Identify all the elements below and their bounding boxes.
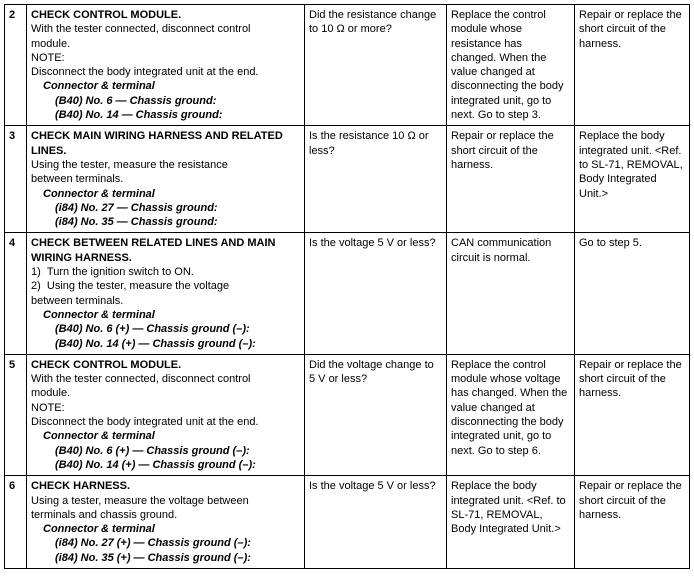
connector-header: Connector & terminal	[31, 522, 300, 536]
step-number: 2	[5, 5, 27, 126]
step-body-line: between terminals.	[31, 172, 300, 186]
connector-line: (B40) No. 6 (+) — Chassis ground (–):	[31, 322, 300, 336]
step-number-text: 4	[9, 237, 15, 249]
step-number: 5	[5, 354, 27, 475]
step-body-line: module.	[31, 386, 300, 400]
check-cell: Did the voltage change to 5 V or less?	[305, 354, 447, 475]
step-number-text: 5	[9, 359, 15, 371]
step-title: CHECK MAIN WIRING HARNESS AND RELATED LI…	[31, 129, 300, 158]
connector-header: Connector & terminal	[31, 308, 300, 322]
step-title: CHECK HARNESS.	[31, 479, 300, 493]
table-row: 6 CHECK HARNESS.Using a tester, measure t…	[5, 476, 690, 569]
step-body-line: module.	[31, 37, 300, 51]
no-cell: Repair or replace the short circuit of t…	[575, 476, 690, 569]
no-cell: Repair or replace the short circuit of t…	[575, 5, 690, 126]
step-body-line: Disconnect the body integrated unit at t…	[31, 415, 300, 429]
step-cell: CHECK MAIN WIRING HARNESS AND RELATED LI…	[27, 126, 305, 233]
step-number: 4	[5, 233, 27, 354]
connector-line: (B40) No. 14 (+) — Chassis ground (–):	[31, 458, 300, 472]
yes-cell: Replace the control module whose voltage…	[447, 354, 575, 475]
step-number: 6	[5, 476, 27, 569]
step-body-line: between terminals.	[31, 294, 300, 308]
step-title: CHECK BETWEEN RELATED LINES AND MAIN WIR…	[31, 236, 300, 265]
step-number-text: 3	[9, 130, 15, 142]
step-number-text: 2	[9, 9, 15, 21]
connector-header: Connector & terminal	[31, 79, 300, 93]
diagnostic-table: 2CHECK CONTROL MODULE.With the tester co…	[4, 4, 690, 569]
step-cell: CHECK CONTROL MODULE.With the tester con…	[27, 354, 305, 475]
step-body-line: Disconnect the body integrated unit at t…	[31, 65, 300, 79]
connector-line: (i84) No. 27 — Chassis ground:	[31, 201, 300, 215]
connector-line: (B40) No. 6 — Chassis ground:	[31, 94, 300, 108]
no-cell: Go to step 5.	[575, 233, 690, 354]
table-row: 5 CHECK CONTROL MODULE.With the tester co…	[5, 354, 690, 475]
connector-header: Connector & terminal	[31, 187, 300, 201]
no-cell: Replace the body integrated unit. <Ref. …	[575, 126, 690, 233]
step-body-line: NOTE:	[31, 401, 300, 415]
table-row: 3 CHECK MAIN WIRING HARNESS AND RELATED L…	[5, 126, 690, 233]
connector-line: (i84) No. 35 — Chassis ground:	[31, 215, 300, 229]
connector-line: (B40) No. 14 (+) — Chassis ground (–):	[31, 337, 300, 351]
step-number: 3	[5, 126, 27, 233]
step-body-line: 1) Turn the ignition switch to ON.	[31, 265, 300, 279]
step-body-line: With the tester connected, disconnect co…	[31, 372, 300, 386]
step-body-line: 2) Using the tester, measure the voltage	[31, 279, 300, 293]
step-cell: CHECK HARNESS.Using a tester, measure th…	[27, 476, 305, 569]
table-row: 2 CHECK CONTROL MODULE.With the tester co…	[5, 5, 690, 126]
connector-line: (i84) No. 27 (+) — Chassis ground (–):	[31, 536, 300, 550]
step-cell: CHECK CONTROL MODULE.With the tester con…	[27, 5, 305, 126]
connector-line: (B40) No. 14 — Chassis ground:	[31, 108, 300, 122]
check-cell: Is the resistance 10 Ω or less?	[305, 126, 447, 233]
yes-cell: Replace the body integrated unit. <Ref. …	[447, 476, 575, 569]
step-title: CHECK CONTROL MODULE.	[31, 8, 300, 22]
step-body-line: Using a tester, measure the voltage betw…	[31, 494, 300, 508]
yes-cell: CAN communication circuit is normal.	[447, 233, 575, 354]
check-cell: Did the resistance change to 10 Ω or mor…	[305, 5, 447, 126]
step-body-line: NOTE:	[31, 51, 300, 65]
yes-cell: Replace the control module whose resista…	[447, 5, 575, 126]
step-number-text: 6	[9, 480, 15, 492]
step-body-line: terminals and chassis ground.	[31, 508, 300, 522]
yes-cell: Repair or replace the short circuit of t…	[447, 126, 575, 233]
step-body-line: With the tester connected, disconnect co…	[31, 22, 300, 36]
connector-header: Connector & terminal	[31, 429, 300, 443]
table-row: 4 CHECK BETWEEN RELATED LINES AND MAIN WI…	[5, 233, 690, 354]
connector-line: (i84) No. 35 (+) — Chassis ground (–):	[31, 551, 300, 565]
no-cell: Repair or replace the short circuit of t…	[575, 354, 690, 475]
check-cell: Is the voltage 5 V or less?	[305, 476, 447, 569]
step-body-line: Using the tester, measure the resistance	[31, 158, 300, 172]
step-title: CHECK CONTROL MODULE.	[31, 358, 300, 372]
check-cell: Is the voltage 5 V or less?	[305, 233, 447, 354]
connector-line: (B40) No. 6 (+) — Chassis ground (–):	[31, 444, 300, 458]
step-cell: CHECK BETWEEN RELATED LINES AND MAIN WIR…	[27, 233, 305, 354]
